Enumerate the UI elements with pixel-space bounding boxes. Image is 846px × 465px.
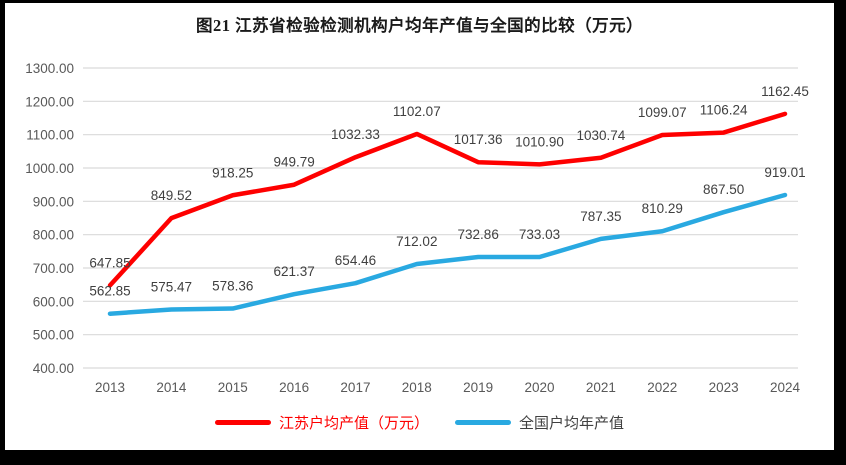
data-label-series-0: 1102.07 [393, 104, 441, 119]
y-axis-tick-label: 400.00 [33, 361, 74, 376]
x-axis-tick-label: 2017 [340, 380, 370, 395]
line-chart-plot: 400.00 500.00 600.00 700.00 800.00 900.00 1000… [25, 61, 809, 395]
legend-label-jiangsu: 江苏户均产值（万元） [278, 414, 429, 432]
y-axis-tick-label: 1000.00 [25, 161, 74, 176]
data-label-series-1: 578.36 [212, 279, 253, 294]
data-label-series-0: 1162.45 [761, 84, 809, 99]
x-axis-tick-label: 2020 [525, 380, 555, 395]
data-label-series-0: 918.25 [212, 165, 253, 180]
y-axis-tick-label: 1300.00 [25, 61, 74, 76]
y-axis-tick-label: 1100.00 [26, 128, 74, 143]
y-axis-tick-label: 500.00 [33, 328, 74, 343]
x-axis-tick-label: 2013 [95, 380, 125, 395]
y-axis-tick-label: 1200.00 [25, 94, 74, 109]
data-label-series-0: 1017.36 [454, 132, 503, 147]
x-axis-tick-label: 2018 [402, 380, 432, 395]
y-axis-tick-label: 900.00 [33, 194, 74, 209]
x-axis-tick-label: 2023 [709, 380, 739, 395]
chart-title: 图21 江苏省检验检测机构户均年产值与全国的比较（万元） [195, 16, 644, 35]
data-label-series-0: 1030.74 [577, 128, 626, 143]
data-label-series-1: 575.47 [151, 280, 192, 295]
series-line-0 [107, 111, 788, 288]
data-label-series-0: 849.52 [151, 188, 192, 203]
chart-legend: 江苏户均产值（万元） 全国户均年产值 [5, 408, 834, 436]
chart-canvas: 图21 江苏省检验检测机构户均年产值与全国的比较（万元） 400.00 500.0… [5, 3, 834, 450]
data-label-series-0: 1106.24 [700, 103, 748, 118]
data-label-series-0: 949.79 [273, 155, 314, 170]
x-axis-tick-label: 2015 [218, 380, 248, 395]
x-axis-tick-label: 2021 [586, 380, 616, 395]
x-axis-tick-label: 2019 [463, 380, 493, 395]
legend-item-jiangsu: 江苏户均产值（万元） [214, 412, 429, 433]
series-line-1 [107, 192, 788, 316]
data-label-series-1: 787.35 [580, 209, 621, 224]
legend-line-swatch-blue [455, 419, 511, 425]
data-label-series-1: 919.01 [764, 165, 805, 180]
legend-item-national: 全国户均年产值 [455, 412, 624, 433]
y-axis-tick-label: 600.00 [33, 294, 74, 309]
y-axis-tick-label: 700.00 [33, 261, 74, 276]
legend-label-national: 全国户均年产值 [519, 414, 625, 432]
data-label-series-0: 1032.33 [331, 127, 380, 142]
data-label-series-1: 621.37 [273, 264, 314, 279]
data-label-series-1: 732.86 [458, 227, 499, 242]
x-axis-tick-label: 2016 [279, 380, 309, 395]
data-label-series-0: 1099.07 [638, 105, 687, 120]
x-axis-tick-label: 2014 [156, 380, 187, 395]
data-label-series-1: 712.02 [396, 234, 437, 249]
legend-line-swatch-red [214, 419, 271, 425]
x-axis-tick-label: 2022 [647, 380, 677, 395]
x-axis-tick-label: 2024 [770, 380, 801, 395]
data-label-series-1: 867.50 [703, 182, 744, 197]
data-label-series-0: 1010.90 [515, 134, 564, 149]
data-label-series-1: 733.03 [519, 227, 560, 242]
data-label-series-1: 810.29 [642, 201, 683, 216]
data-label-series-0: 647.85 [89, 255, 130, 270]
data-label-series-1: 654.46 [335, 253, 376, 268]
y-axis-tick-label: 800.00 [33, 228, 74, 243]
data-label-series-1: 562.85 [89, 284, 130, 299]
